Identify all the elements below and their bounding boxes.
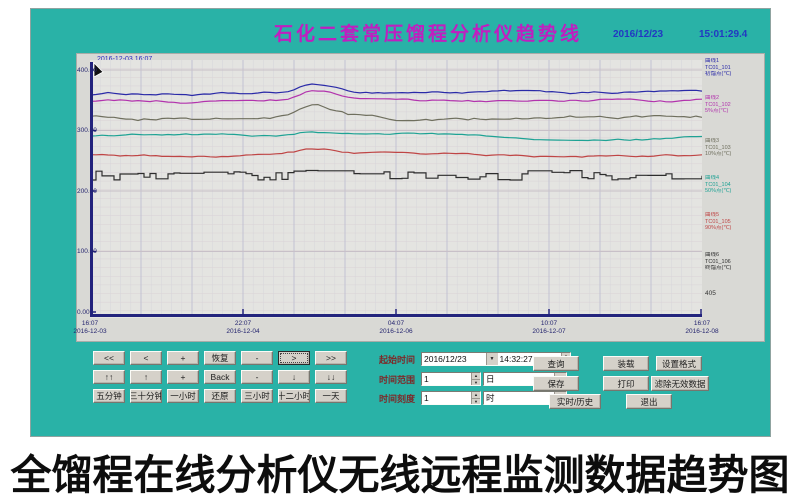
zoom-out-y-button[interactable]: - bbox=[241, 370, 273, 384]
filter-invalid-data-button[interactable]: 滤除无效数据 bbox=[651, 376, 709, 391]
zoom-out-button[interactable]: - bbox=[241, 351, 273, 365]
shift-up-button[interactable]: ↑ bbox=[130, 370, 162, 384]
step-back-fast-button[interactable]: << bbox=[93, 351, 125, 365]
span-1day-button[interactable]: 一天 bbox=[315, 389, 347, 403]
x-tick-label: 22:07 2016-12-04 bbox=[226, 320, 260, 335]
trend-cursor-timestamp: 2016-12-03 16:07 bbox=[97, 56, 153, 63]
x-tick-label: 16:07 2016-12-08 bbox=[685, 320, 719, 335]
y-tick-label: 300.00 bbox=[77, 127, 97, 134]
legend-entry-1[interactable]: 曲线1 TC01_101 初馏点(℃) bbox=[705, 58, 732, 77]
shift-down-button[interactable]: ↓ bbox=[278, 370, 310, 384]
time-range-input[interactable]: 1 ▲ ▼ bbox=[421, 372, 481, 386]
save-button[interactable]: 保存 bbox=[533, 376, 579, 391]
trend-line-2 bbox=[90, 90, 702, 104]
back-button[interactable]: Back bbox=[204, 370, 236, 384]
query-button[interactable]: 查询 bbox=[533, 356, 579, 371]
spinner-up-icon[interactable]: ▲ bbox=[561, 353, 570, 359]
zoom-in-y-button[interactable]: + bbox=[167, 370, 199, 384]
y-tick-label: 0.00 bbox=[77, 308, 90, 316]
time-scale-unit-value[interactable]: 时 bbox=[486, 393, 495, 403]
load-button[interactable]: 装载 bbox=[603, 356, 649, 371]
y-tick-label: 200.00 bbox=[77, 187, 97, 195]
time-range-spinner[interactable]: ▲ ▼ bbox=[471, 373, 480, 385]
legend-entry-4[interactable]: 曲线4 TC01_104 50%点(℃) bbox=[705, 175, 732, 194]
legend-entry-2[interactable]: 曲线2 TC01_102 5%点(℃) bbox=[705, 95, 731, 114]
span-5min-button[interactable]: 五分钟 bbox=[93, 389, 125, 403]
mouse-cursor-icon bbox=[93, 62, 104, 78]
step-forward-button[interactable]: > bbox=[278, 351, 310, 365]
page-caption: 全馏程在线分析仪无线远程监测数据趋势图 bbox=[10, 452, 790, 498]
shift-up-fast-button[interactable]: ↑↑ bbox=[93, 370, 125, 384]
app-window: 石化二套常压馏程分析仪趋势线 2016/12/23 15:01:29.4 201… bbox=[30, 8, 771, 437]
print-button[interactable]: 打印 bbox=[603, 376, 649, 391]
span-1hour-button[interactable]: 一小时 bbox=[167, 389, 199, 403]
start-date-value[interactable]: 2016/12/23 bbox=[424, 354, 467, 364]
set-format-button[interactable]: 设置格式 bbox=[656, 356, 702, 371]
trend-line-1 bbox=[90, 83, 702, 97]
trend-plot-area[interactable] bbox=[90, 60, 702, 318]
trend-navigation-grid: << < + 恢复 - > >> ↑↑ ↑ + Back - ↓ ↓↓ 五分钟 三十分钟 一小时 还原 三小时 十二小… bbox=[93, 351, 347, 403]
exit-button[interactable]: 退出 bbox=[626, 394, 672, 409]
start-time-label: 起始时间 bbox=[379, 355, 416, 365]
legend-entry-6[interactable]: 曲线6 TC01_106 终馏点(℃) bbox=[705, 252, 732, 271]
y-tick-label: 400.00 bbox=[77, 66, 97, 74]
time-scale-spinner[interactable]: ▲ ▼ bbox=[471, 392, 480, 404]
x-tick-label: 10:07 2016-12-07 bbox=[532, 320, 566, 335]
spinner-up-icon[interactable]: ▲ bbox=[471, 392, 480, 398]
time-range-label: 时间范围 bbox=[379, 375, 416, 385]
time-scale-input[interactable]: 1 ▲ ▼ bbox=[421, 391, 481, 405]
trend-line-5 bbox=[90, 148, 702, 158]
time-scale-value[interactable]: 1 bbox=[424, 393, 429, 403]
restore-button[interactable]: 恢复 bbox=[204, 351, 236, 365]
header-time: 15:01:29.4 bbox=[699, 29, 748, 40]
spinner-up-icon[interactable]: ▲ bbox=[471, 373, 480, 379]
span-3hour-button[interactable]: 三小时 bbox=[241, 389, 273, 403]
right-value-label: 405 bbox=[705, 290, 716, 297]
y-tick-label: 100.00 bbox=[77, 248, 97, 255]
x-tick-label: 16:07 2016-12-03 bbox=[73, 320, 107, 335]
step-forward-fast-button[interactable]: >> bbox=[315, 351, 347, 365]
step-back-button[interactable]: < bbox=[130, 351, 162, 365]
calendar-dropdown-icon[interactable]: ▼ bbox=[485, 353, 498, 365]
trend-chart-panel: 2016-12-03 16:07 400.00 300.00 200.00 100.0… bbox=[73, 53, 765, 342]
trend-line-4 bbox=[90, 131, 702, 142]
time-scale-label: 时间刻度 bbox=[379, 394, 416, 404]
trend-line-6 bbox=[90, 169, 702, 181]
spinner-down-icon[interactable]: ▼ bbox=[471, 397, 480, 404]
x-tick-label: 04:07 2016-12-06 bbox=[379, 320, 413, 335]
trend-line-3 bbox=[90, 103, 702, 122]
legend-entry-3[interactable]: 曲线3 TC01_103 10%点(℃) bbox=[705, 138, 732, 157]
zoom-in-button[interactable]: + bbox=[167, 351, 199, 365]
span-12hour-button[interactable]: 十二小时 bbox=[278, 389, 310, 403]
time-range-unit-value[interactable]: 日 bbox=[486, 374, 495, 384]
shift-down-fast-button[interactable]: ↓↓ bbox=[315, 370, 347, 384]
legend-entry-5[interactable]: 曲线5 TC01_105 90%点(℃) bbox=[705, 212, 732, 231]
header-date: 2016/12/23 bbox=[613, 29, 664, 40]
start-time-value[interactable]: 14:32:27 bbox=[499, 354, 533, 364]
spinner-down-icon[interactable]: ▼ bbox=[471, 378, 480, 385]
window-title: 石化二套常压馏程分析仪趋势线 bbox=[273, 24, 582, 45]
span-30min-button[interactable]: 三十分钟 bbox=[130, 389, 162, 403]
time-range-value[interactable]: 1 bbox=[424, 374, 429, 384]
reset-button[interactable]: 还原 bbox=[204, 389, 236, 403]
realtime-history-button[interactable]: 实时/历史 bbox=[549, 394, 601, 409]
